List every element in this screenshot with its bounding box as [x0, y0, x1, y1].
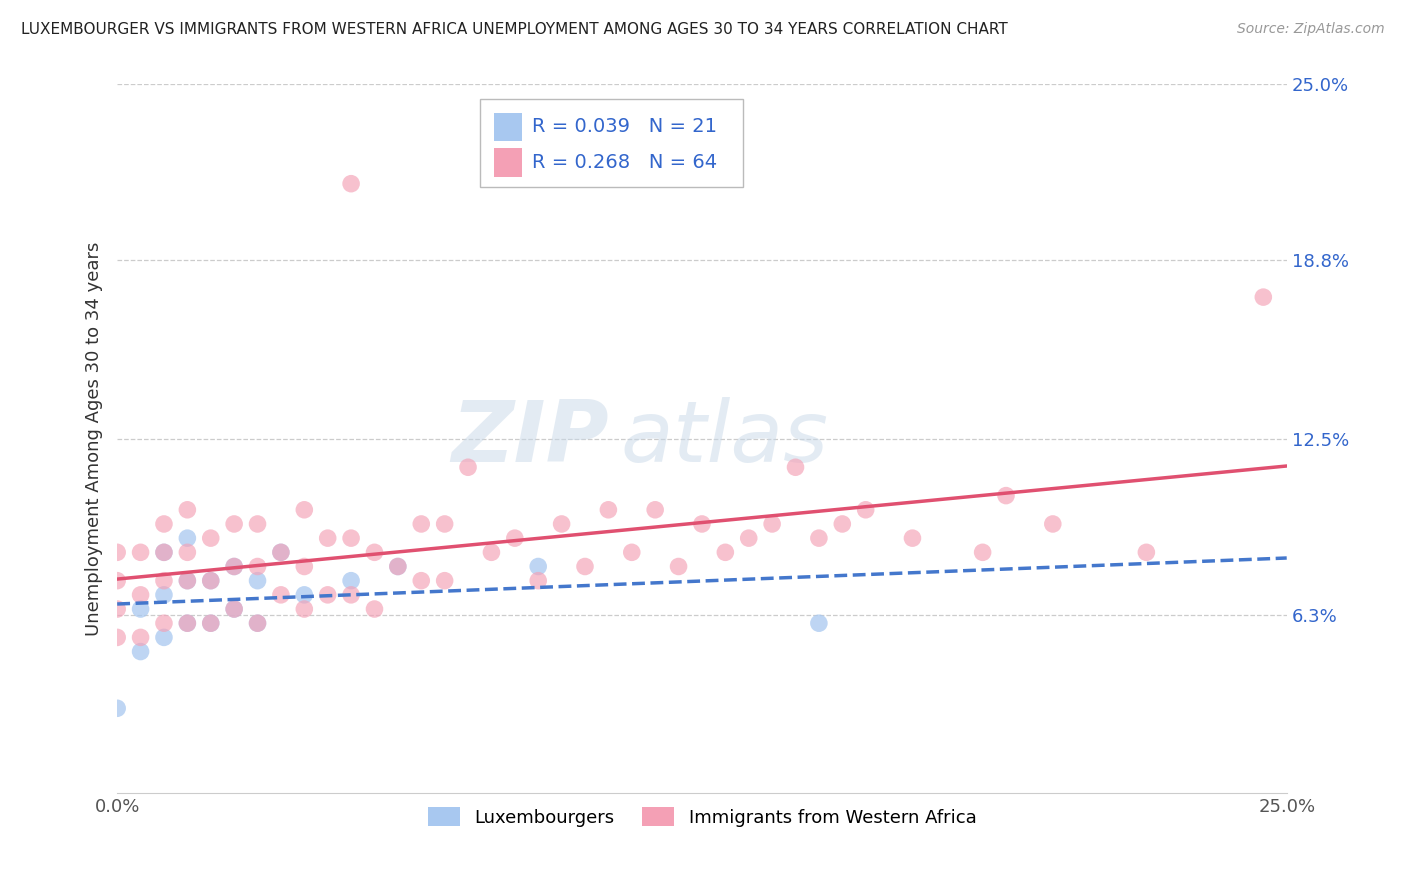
- Point: [224, 516, 246, 531]
- Point: [620, 545, 643, 559]
- Point: [129, 545, 152, 559]
- Point: [340, 531, 363, 545]
- FancyBboxPatch shape: [479, 99, 742, 187]
- Point: [807, 531, 830, 545]
- Point: [411, 574, 433, 588]
- Point: [105, 631, 128, 645]
- Point: [246, 516, 269, 531]
- Point: [105, 701, 128, 715]
- Point: [1135, 545, 1157, 559]
- Point: [668, 559, 690, 574]
- Point: [153, 516, 176, 531]
- Point: [200, 531, 222, 545]
- Point: [901, 531, 924, 545]
- Point: [153, 588, 176, 602]
- Point: [574, 559, 596, 574]
- Point: [1042, 516, 1064, 531]
- Point: [105, 545, 128, 559]
- Text: LUXEMBOURGER VS IMMIGRANTS FROM WESTERN AFRICA UNEMPLOYMENT AMONG AGES 30 TO 34 : LUXEMBOURGER VS IMMIGRANTS FROM WESTERN …: [21, 22, 1008, 37]
- Point: [785, 460, 807, 475]
- Point: [995, 489, 1018, 503]
- Y-axis label: Unemployment Among Ages 30 to 34 years: Unemployment Among Ages 30 to 34 years: [86, 242, 103, 636]
- Point: [316, 588, 339, 602]
- Point: [224, 559, 246, 574]
- Point: [1253, 290, 1275, 304]
- Point: [316, 531, 339, 545]
- Point: [224, 602, 246, 616]
- Point: [176, 574, 198, 588]
- Point: [644, 503, 666, 517]
- Point: [246, 616, 269, 631]
- Point: [270, 545, 292, 559]
- Text: R = 0.039   N = 21: R = 0.039 N = 21: [533, 118, 717, 136]
- Text: R = 0.268   N = 64: R = 0.268 N = 64: [533, 153, 717, 172]
- Point: [738, 531, 761, 545]
- Point: [153, 545, 176, 559]
- Point: [363, 602, 385, 616]
- Point: [292, 559, 315, 574]
- Point: [153, 545, 176, 559]
- Point: [598, 503, 620, 517]
- Text: atlas: atlas: [620, 398, 828, 481]
- Text: Source: ZipAtlas.com: Source: ZipAtlas.com: [1237, 22, 1385, 37]
- Point: [153, 631, 176, 645]
- Point: [761, 516, 783, 531]
- Point: [224, 559, 246, 574]
- Point: [129, 602, 152, 616]
- FancyBboxPatch shape: [494, 148, 522, 177]
- Point: [972, 545, 994, 559]
- Point: [550, 516, 572, 531]
- Point: [433, 574, 456, 588]
- Point: [129, 631, 152, 645]
- Point: [292, 602, 315, 616]
- Point: [246, 559, 269, 574]
- Point: [807, 616, 830, 631]
- Text: ZIP: ZIP: [451, 398, 609, 481]
- Point: [200, 616, 222, 631]
- Point: [153, 616, 176, 631]
- Point: [340, 574, 363, 588]
- Point: [200, 574, 222, 588]
- Point: [246, 616, 269, 631]
- Point: [503, 531, 526, 545]
- Point: [340, 177, 363, 191]
- Point: [176, 574, 198, 588]
- Point: [831, 516, 853, 531]
- Point: [363, 545, 385, 559]
- Point: [481, 545, 503, 559]
- Point: [200, 616, 222, 631]
- Point: [105, 602, 128, 616]
- Point: [855, 503, 877, 517]
- Point: [176, 616, 198, 631]
- Point: [292, 503, 315, 517]
- Point: [411, 516, 433, 531]
- Point: [105, 574, 128, 588]
- Point: [153, 574, 176, 588]
- Point: [129, 644, 152, 658]
- Point: [176, 531, 198, 545]
- Point: [527, 574, 550, 588]
- Point: [176, 616, 198, 631]
- Point: [270, 545, 292, 559]
- Point: [457, 460, 479, 475]
- Point: [340, 588, 363, 602]
- Point: [433, 516, 456, 531]
- Point: [246, 574, 269, 588]
- Point: [176, 503, 198, 517]
- Point: [129, 588, 152, 602]
- Point: [200, 574, 222, 588]
- Point: [292, 588, 315, 602]
- Legend: Luxembourgers, Immigrants from Western Africa: Luxembourgers, Immigrants from Western A…: [420, 800, 984, 834]
- Point: [527, 559, 550, 574]
- FancyBboxPatch shape: [494, 112, 522, 141]
- Point: [176, 545, 198, 559]
- Point: [224, 602, 246, 616]
- Point: [387, 559, 409, 574]
- Point: [714, 545, 737, 559]
- Point: [690, 516, 713, 531]
- Point: [387, 559, 409, 574]
- Point: [270, 588, 292, 602]
